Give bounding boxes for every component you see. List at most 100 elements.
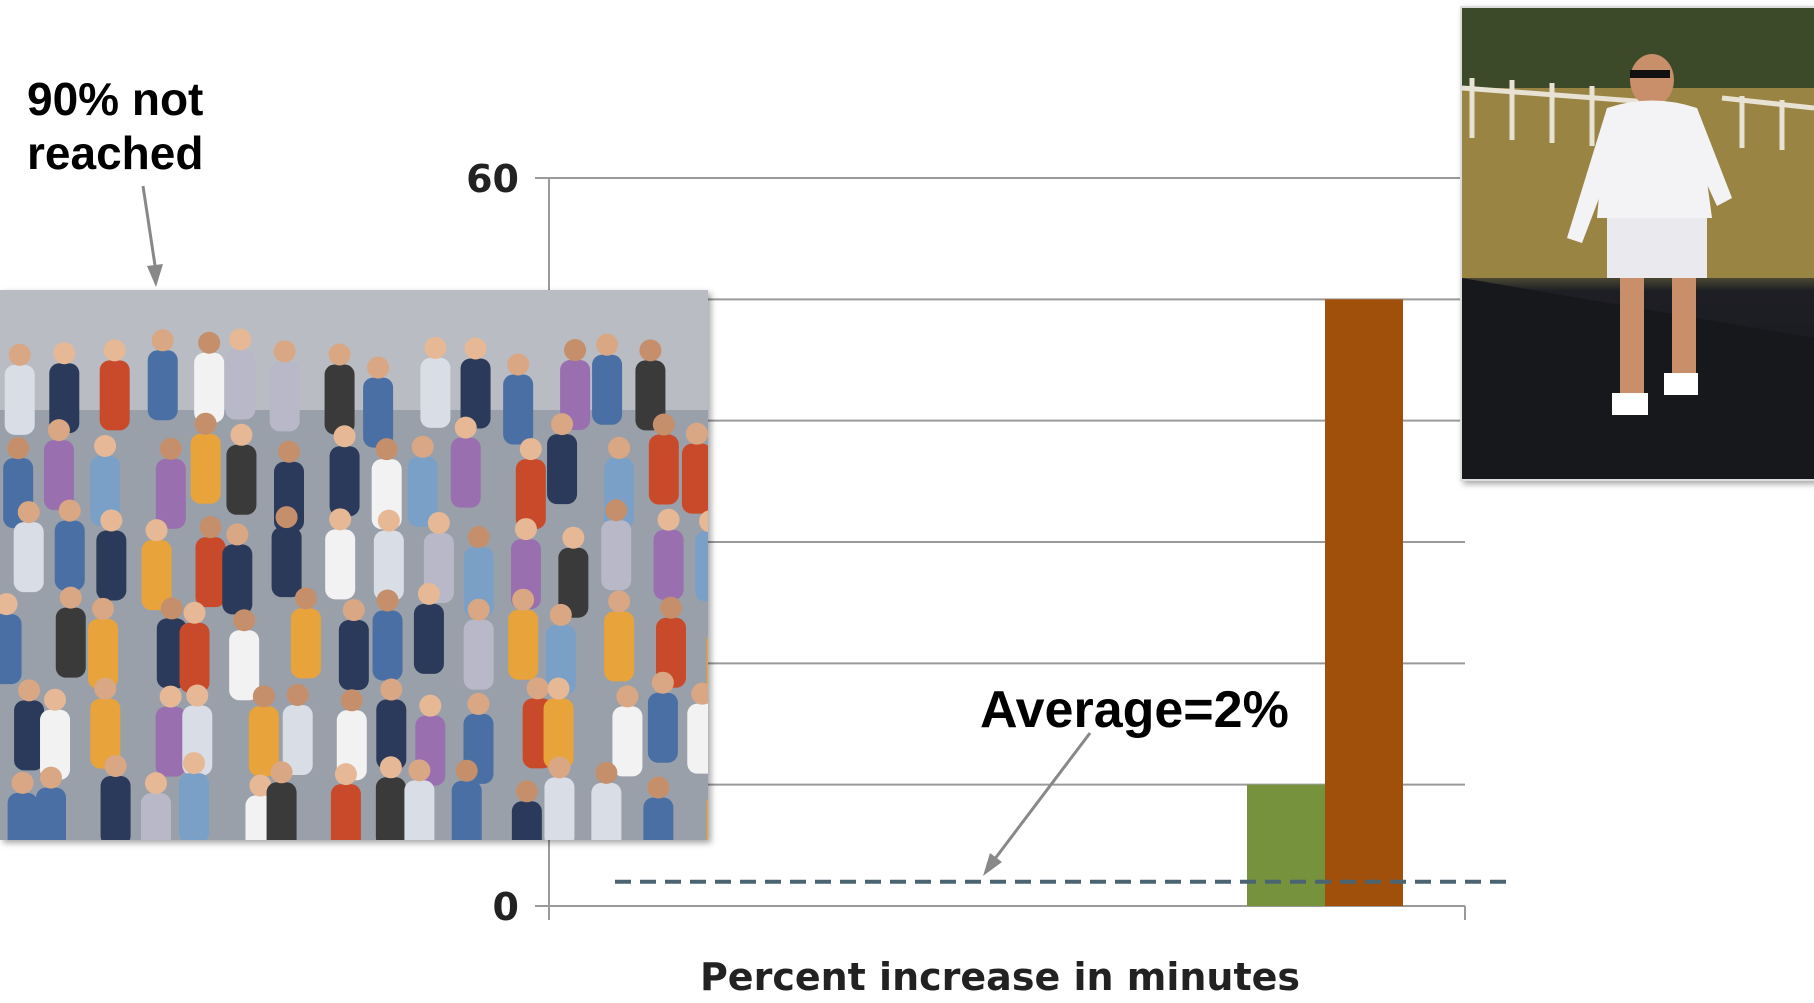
crowd-person-body <box>681 443 708 514</box>
crowd-person-head <box>198 331 221 354</box>
crowd-person-head <box>596 333 619 356</box>
crowd-person-body <box>508 609 539 680</box>
crowd-person-head <box>685 422 708 445</box>
crowd-person-head <box>455 759 478 782</box>
crowd-person-body <box>687 703 708 774</box>
average-arrowhead <box>983 853 1002 876</box>
crowd-person-head <box>186 684 209 707</box>
crowd-person-body <box>226 444 257 515</box>
crowd-person-body <box>96 530 127 601</box>
crowd-person-body <box>545 624 576 695</box>
crowd-person-head <box>144 772 167 795</box>
crowd-person-body <box>155 706 186 777</box>
crowd-person-body <box>338 620 369 691</box>
crowd-person-body <box>612 706 643 777</box>
crowd-person-body <box>90 455 121 526</box>
crowd-person-head <box>145 519 168 542</box>
crowd-person-head <box>59 586 82 609</box>
crowd-person-head <box>194 412 217 435</box>
crowd-person-head <box>562 526 585 549</box>
average-arrow <box>989 732 1092 865</box>
crowd-person-head <box>340 689 363 712</box>
crowd-person-body <box>648 434 679 505</box>
crowd-person-body <box>179 622 210 693</box>
crowd-person-head <box>652 413 675 436</box>
crowd-person-body <box>515 459 546 530</box>
crowd-person-head <box>417 582 440 605</box>
crowd-person-head <box>104 754 127 777</box>
crowd-person-body <box>463 547 494 618</box>
crowd-person-body <box>4 364 35 435</box>
callout-arrow <box>141 185 158 273</box>
crowd-person-head <box>11 771 34 794</box>
crowd-person-head <box>40 766 63 789</box>
crowd-person-body <box>88 618 119 689</box>
crowd-person-head <box>647 776 670 799</box>
crowd-person-head <box>519 438 542 461</box>
crowd-person-head <box>160 597 183 620</box>
chart-bars <box>1247 299 1403 906</box>
crowd-person-head <box>367 356 390 379</box>
crowd-person-body <box>141 540 172 611</box>
crowd-person-head <box>515 780 538 803</box>
crowd-person-body <box>375 777 406 840</box>
crowd-person-head <box>411 435 434 458</box>
crowd-person-body <box>647 692 678 763</box>
crowd-person-head <box>616 685 639 708</box>
crowd-person-head <box>424 336 447 359</box>
crowd-person-head <box>0 593 18 616</box>
crowd-person-body <box>100 775 131 840</box>
crowd-person-head <box>547 677 570 700</box>
crowd-person-body <box>601 520 632 591</box>
crowd-person-head <box>467 598 490 621</box>
crowd-person-body <box>407 456 438 527</box>
crowd-person-head <box>408 759 431 782</box>
crowd-person-body <box>269 361 300 432</box>
crowd-person-head <box>639 339 662 362</box>
crowd-person-head <box>659 596 682 619</box>
annotation-arrows <box>141 185 1092 876</box>
y-tick-labels: 0 60 <box>466 157 519 929</box>
crowd-person-body <box>156 618 187 689</box>
crowd-person-head <box>17 501 40 524</box>
crowd-person-body <box>420 357 451 428</box>
crowd-person-body <box>543 698 574 769</box>
y-tick-label: 0 <box>493 885 519 929</box>
crowd-person-head <box>467 692 490 715</box>
crowd-person-body <box>55 607 86 678</box>
crowd-person-body <box>404 780 435 840</box>
crowd-person-head <box>329 508 352 531</box>
y-tick-label: 60 <box>466 157 519 201</box>
crowd-person-head <box>608 436 631 459</box>
crowd-person-head <box>226 523 249 546</box>
crowd-person-body <box>147 350 178 421</box>
crowd-person-body <box>225 349 256 420</box>
crowd-person-body <box>591 782 622 840</box>
crowd-person-head <box>375 438 398 461</box>
crowd-person-body <box>604 611 635 682</box>
crowd-person-head <box>94 677 117 700</box>
crowd-person-head <box>18 679 41 702</box>
crowd-person-head <box>512 588 535 611</box>
crowd-person-head <box>233 609 256 632</box>
crowd-person-body <box>324 364 355 435</box>
crowd-person-body <box>376 699 407 770</box>
crowd-person-head <box>252 685 275 708</box>
crowd-person-body <box>49 363 80 434</box>
crowd-person-body <box>330 784 361 840</box>
crowd-person-head <box>551 413 574 436</box>
crowd-person-body <box>99 360 130 431</box>
crowd-person-head <box>286 684 309 707</box>
crowd-person-body <box>40 709 71 780</box>
crowd-person-head <box>454 416 477 439</box>
crowd-person-head <box>151 329 174 352</box>
callout-arrowhead <box>147 264 163 287</box>
crowd-person-body <box>290 608 321 679</box>
crowd-person-body <box>179 773 210 840</box>
walker-photo <box>1460 6 1814 481</box>
crowd-person-head <box>605 499 628 522</box>
crowd-person-head <box>249 774 272 797</box>
crowd-person-body <box>643 797 674 840</box>
crowd-person-head <box>44 688 67 711</box>
crowd-photo <box>0 290 708 840</box>
